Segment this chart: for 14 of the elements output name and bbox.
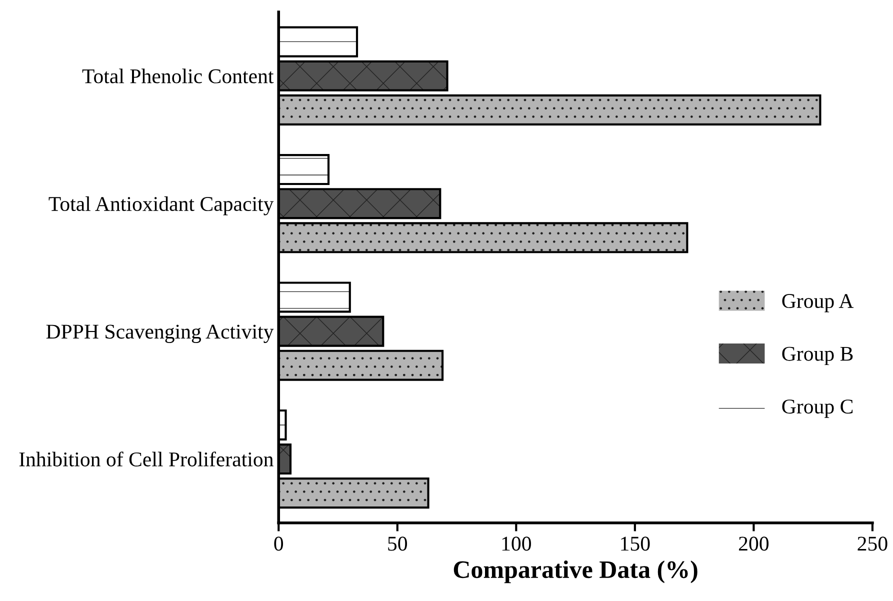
- legend-label: Group C: [782, 400, 853, 418]
- x-tick-label: 150: [621, 536, 650, 551]
- x-tick-label: 50: [388, 536, 408, 551]
- x-tick-label: 0: [274, 536, 284, 551]
- y-tick-label: Inhibition of Cell Proliferation: [19, 452, 274, 466]
- x-tick-label: 100: [502, 536, 531, 551]
- y-tick-label: Total Antioxidant Capacity: [48, 196, 274, 216]
- x-tick-label: 200: [738, 536, 769, 551]
- y-tick-label: DPPH Scavenging Activity: [46, 324, 274, 343]
- x-axis-title: Comparative Data (%): [454, 560, 698, 584]
- legend-label: Group A: [782, 294, 854, 312]
- x-tick-label: 250: [858, 536, 888, 551]
- legend-label: Group B: [782, 346, 853, 366]
- y-tick-label: Total Phenolic Content: [82, 68, 274, 84]
